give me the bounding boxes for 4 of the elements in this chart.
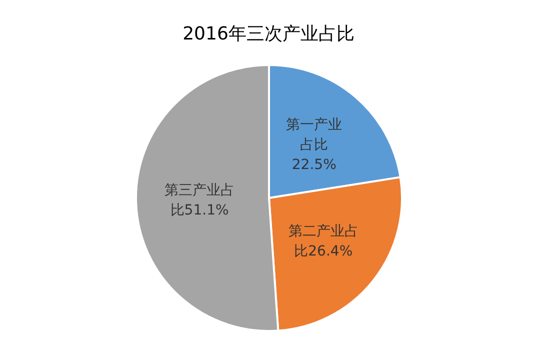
slice-label: 第一产业占比22.5%	[286, 117, 342, 174]
slice-label: 第三产业占比51.1%	[164, 182, 235, 218]
chart-title: 2016年三次产业占比	[182, 24, 354, 44]
slice-label: 第二产业占比26.4%	[288, 223, 358, 260]
